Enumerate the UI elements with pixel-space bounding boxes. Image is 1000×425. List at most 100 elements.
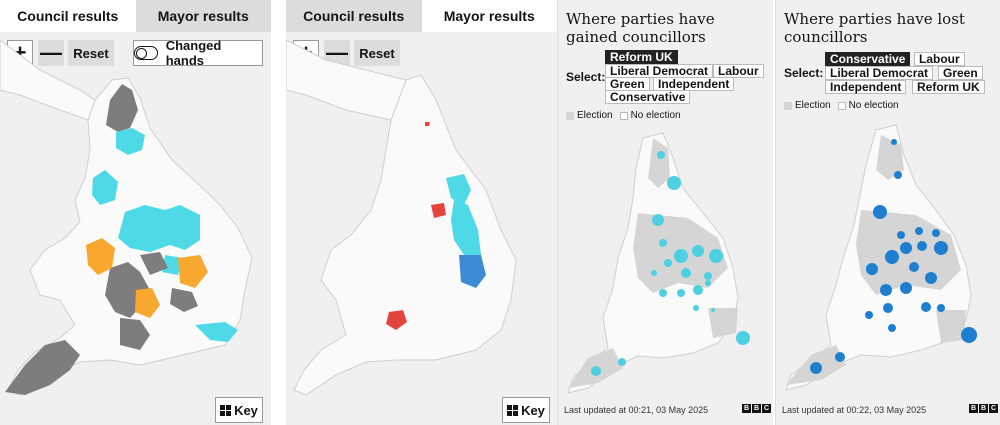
results-tabs: Council results Mayor results — [286, 0, 557, 32]
bubble — [693, 285, 703, 295]
lincs-cyan-area — [162, 255, 182, 275]
bubble — [894, 171, 902, 179]
election-areas — [786, 135, 966, 385]
bubble — [835, 352, 845, 362]
bubble — [909, 262, 919, 272]
council-results-map[interactable] — [0, 0, 271, 425]
last-updated: Last updated at 00:21, 03 May 2025 — [564, 405, 709, 415]
grid-icon — [220, 404, 232, 416]
option-reform-uk[interactable]: Reform UK — [912, 80, 985, 94]
zoom-out-button[interactable]: — — [38, 40, 64, 66]
bubble — [921, 302, 931, 312]
cambs-area — [178, 255, 208, 288]
gained-councillors-panel: Where parties have gained councillors Se… — [557, 0, 773, 425]
key-button[interactable]: Key — [215, 397, 263, 423]
southwest-grey-area — [5, 340, 80, 395]
lancashire-area — [92, 170, 118, 205]
bubble — [900, 242, 912, 254]
bubble — [674, 249, 688, 263]
bubble — [934, 241, 948, 255]
no-election-swatch — [837, 101, 846, 110]
tab-mayor-results[interactable]: Mayor results — [421, 0, 557, 32]
east-grey-area — [170, 288, 198, 312]
option-independent[interactable]: Independent — [653, 77, 735, 91]
scotland-outline — [0, 39, 96, 121]
shropshire-area — [86, 238, 115, 275]
oxford-area — [135, 288, 160, 318]
bubble — [657, 151, 665, 159]
panel-title: Where parties have lost councillors — [784, 10, 965, 46]
bubble — [917, 241, 927, 251]
tab-mayor-results[interactable]: Mayor results — [135, 0, 271, 32]
election-swatch — [566, 111, 574, 120]
bubble — [677, 289, 685, 297]
toggle-switch-icon — [134, 46, 158, 60]
tab-council-results[interactable]: Council results — [286, 0, 422, 32]
bubble — [873, 205, 887, 219]
option-conservative[interactable]: Conservative — [825, 52, 911, 66]
legend-election-label: Election — [577, 110, 613, 121]
key-label: Key — [521, 402, 545, 418]
midlands-north-area — [118, 205, 200, 252]
bubble — [711, 308, 715, 312]
election-swatch — [784, 101, 792, 110]
panel-title: Where parties have gained councillors — [566, 10, 715, 46]
option-conservative[interactable]: Conservative — [605, 90, 691, 104]
option-green[interactable]: Green — [938, 66, 983, 80]
option-green[interactable]: Green — [605, 77, 650, 91]
tab-council-results[interactable]: Council results — [0, 0, 136, 32]
doncaster-area — [431, 203, 446, 218]
reset-button[interactable]: Reset — [68, 40, 114, 66]
bubble — [659, 239, 667, 247]
kent-area — [195, 322, 238, 342]
no-election-swatch — [619, 111, 628, 120]
bubble — [810, 362, 822, 374]
option-liberal-democrat[interactable]: Liberal Democrat — [825, 66, 934, 80]
bubble — [885, 250, 899, 264]
bubble — [961, 327, 977, 343]
mayor-results-panel: Council results Mayor results + — Reset … — [286, 0, 557, 425]
leicester-grey-area — [140, 252, 168, 275]
bubble — [618, 358, 626, 366]
bubble — [681, 268, 691, 278]
council-results-panel: Council results Mayor results + — Reset … — [0, 0, 271, 425]
bubble — [664, 259, 672, 267]
option-reform-uk[interactable]: Reform UK — [605, 50, 678, 64]
select-label: Select: — [566, 70, 606, 84]
bubble — [705, 280, 711, 286]
bubble — [897, 231, 905, 239]
bubble — [652, 214, 664, 226]
bubble — [880, 284, 892, 296]
south-grey-area — [120, 318, 150, 350]
legend-no-election-label: No election — [848, 100, 899, 111]
key-label: Key — [234, 402, 258, 418]
grid-icon — [507, 404, 519, 416]
option-labour[interactable]: Labour — [713, 64, 764, 78]
durham-area — [116, 128, 145, 155]
peterborough-area — [459, 255, 486, 288]
map-legend: Election No election — [784, 100, 899, 111]
bubble — [883, 303, 893, 313]
changed-hands-toggle[interactable]: Changed hands — [133, 38, 263, 68]
legend-election-label: Election — [795, 100, 831, 111]
northumberland-area — [106, 84, 138, 132]
bubble — [736, 331, 750, 345]
greater-lincolnshire-area — [451, 200, 481, 258]
lost-bubble-map[interactable] — [776, 115, 1000, 405]
option-labour[interactable]: Labour — [914, 52, 965, 66]
bubble — [667, 176, 681, 190]
england-wales-outline — [293, 74, 517, 396]
gained-bubble-map[interactable] — [558, 118, 773, 408]
map-legend: Election No election — [566, 110, 681, 121]
option-independent[interactable]: Independent — [825, 80, 907, 94]
election-areas — [568, 138, 738, 388]
option-liberal-democrat[interactable]: Liberal Democrat — [605, 64, 714, 78]
bubble — [915, 227, 923, 235]
reset-button[interactable]: Reset — [354, 40, 400, 66]
bubble — [651, 270, 657, 276]
mayor-results-map[interactable] — [286, 0, 557, 425]
bubble — [937, 304, 945, 312]
key-button[interactable]: Key — [502, 397, 550, 423]
